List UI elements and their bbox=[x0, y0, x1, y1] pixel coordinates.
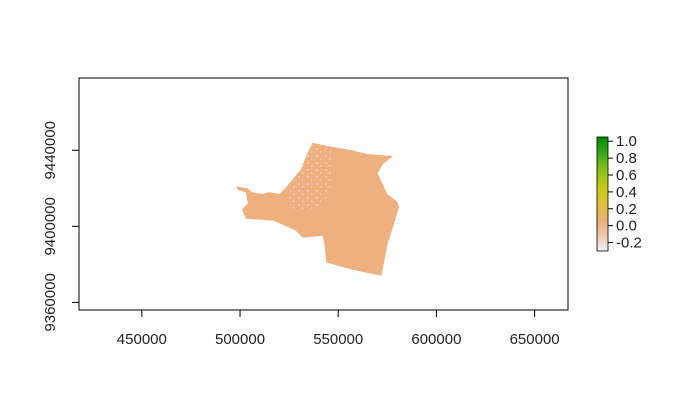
x-tick-label: 450000 bbox=[117, 331, 167, 348]
legend-tick-label: -0.2 bbox=[616, 235, 642, 252]
legend-tick-label: 0.0 bbox=[616, 218, 637, 235]
x-tick-label: 500000 bbox=[215, 331, 265, 348]
x-axis: 450000 500000 550000 600000 650000 bbox=[117, 310, 560, 348]
x-tick-label: 650000 bbox=[510, 331, 560, 348]
legend-tick-label: 0.6 bbox=[616, 167, 637, 184]
x-tick-label: 600000 bbox=[411, 331, 461, 348]
raster-low-value-speckle bbox=[287, 142, 335, 212]
legend-color-bar bbox=[596, 136, 609, 252]
y-tick-label: 9400000 bbox=[42, 197, 59, 255]
legend-tick-label: 0.2 bbox=[616, 201, 637, 218]
legend-tick-label: 0.4 bbox=[616, 184, 637, 201]
color-legend: 1.00.80.60.40.20.0-0.2 bbox=[596, 133, 642, 252]
y-tick-label: 9360000 bbox=[42, 273, 59, 331]
legend-tick-label: 1.0 bbox=[616, 133, 637, 150]
y-axis: 9360000 9400000 9440000 bbox=[42, 121, 79, 332]
y-tick-label: 9440000 bbox=[42, 121, 59, 179]
legend-tick-label: 0.8 bbox=[616, 150, 637, 167]
plot-panel bbox=[78, 77, 569, 311]
raster-region bbox=[236, 142, 400, 276]
plot-frame bbox=[78, 77, 569, 311]
x-tick-label: 550000 bbox=[313, 331, 363, 348]
